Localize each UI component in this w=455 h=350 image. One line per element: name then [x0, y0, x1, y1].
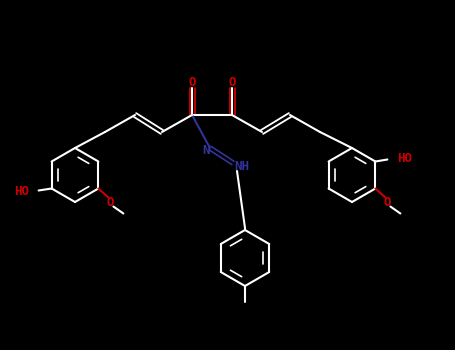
Text: O: O [106, 196, 114, 209]
Text: O: O [228, 76, 236, 89]
Text: HO: HO [397, 152, 412, 165]
Text: O: O [188, 76, 196, 89]
Text: O: O [384, 196, 391, 209]
Text: HO: HO [15, 185, 30, 198]
Text: N: N [202, 145, 210, 158]
Text: NH: NH [234, 160, 249, 173]
